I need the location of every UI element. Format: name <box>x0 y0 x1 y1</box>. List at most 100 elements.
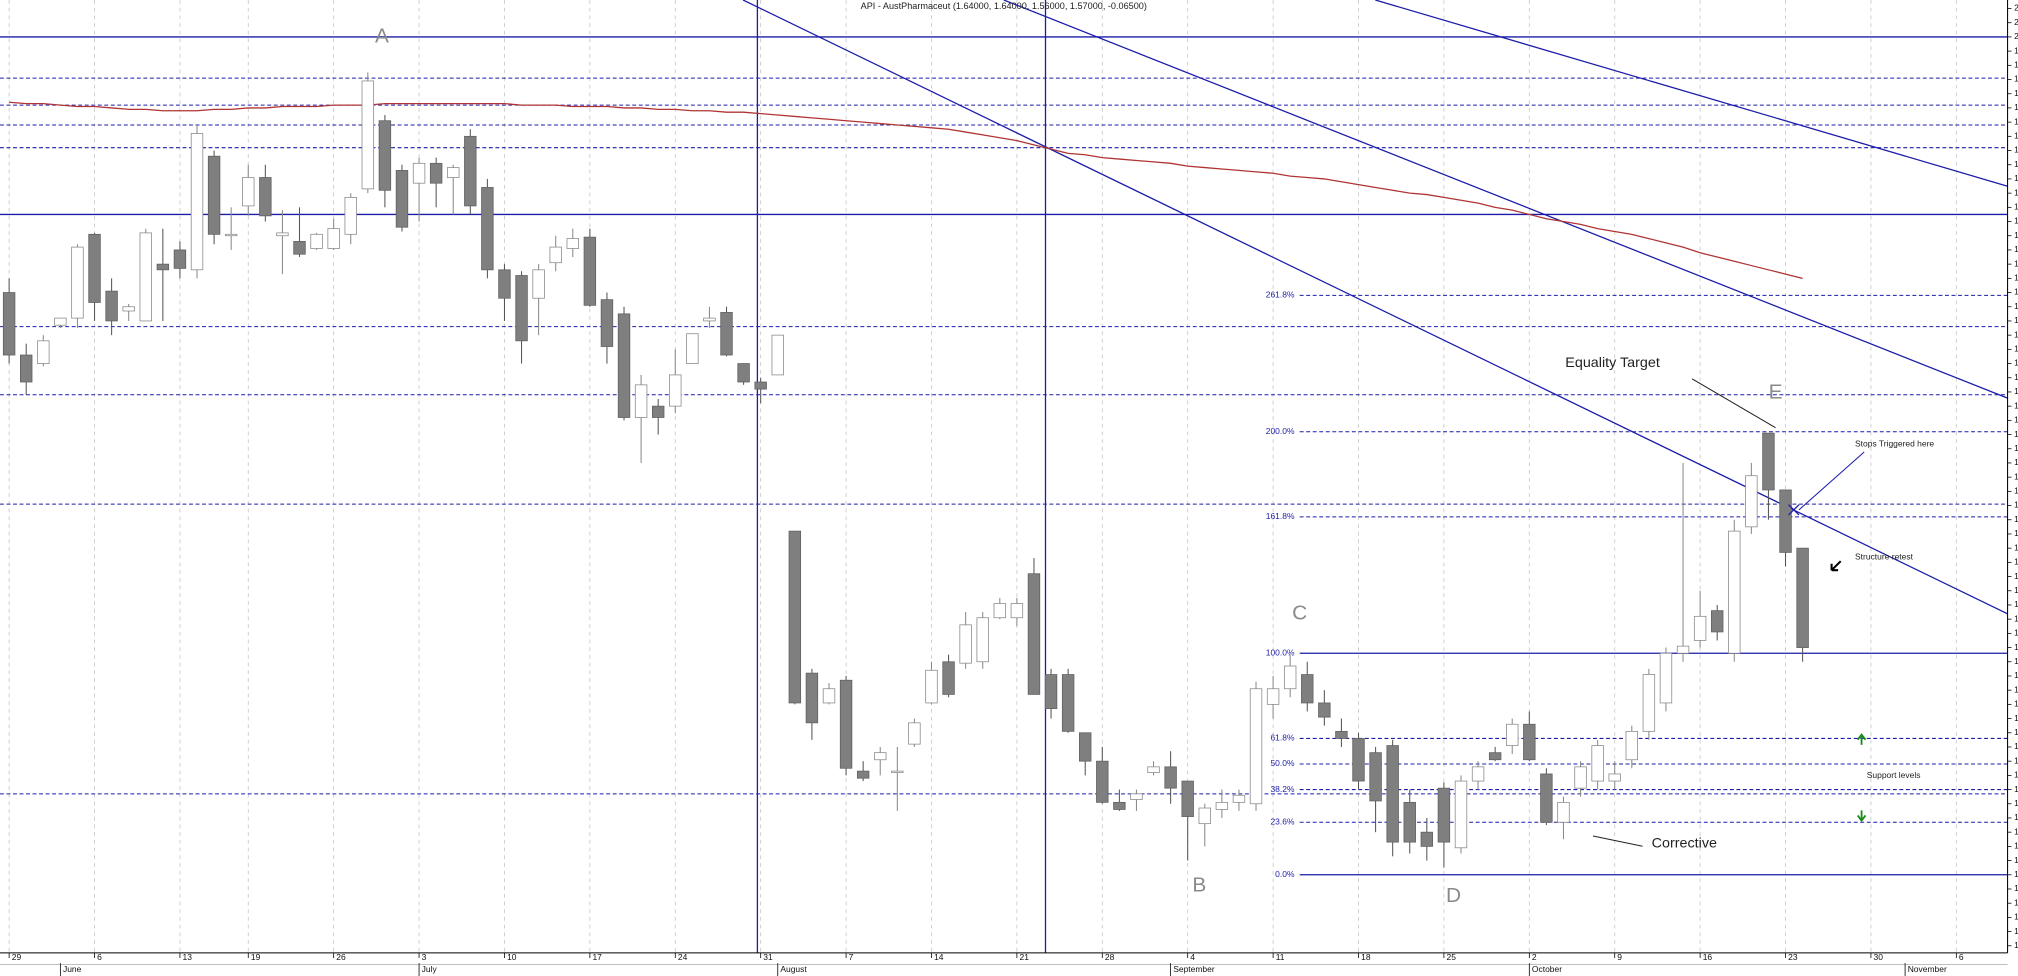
candle-body <box>1198 807 1211 825</box>
candle-body <box>1215 801 1229 810</box>
y-tick-label: 1.87 <box>2014 216 2018 226</box>
y-tick-label: 1.85 <box>2014 244 2018 254</box>
annotation: Support levels <box>1867 770 1921 780</box>
x-tick-label: 23 <box>1788 952 1798 962</box>
x-tick-label: 10 <box>507 952 517 962</box>
y-tick-label: 1.64 <box>2014 542 2018 552</box>
y-tick-label: 1.89 <box>2014 187 2018 197</box>
y-tick-label: 1.95 <box>2014 102 2018 112</box>
moving-average <box>9 101 1803 279</box>
candle-body <box>1301 674 1314 704</box>
y-tick-label: 1.59 <box>2014 613 2018 623</box>
candle-body <box>651 405 665 418</box>
candle-body <box>207 155 221 235</box>
candle-body <box>88 233 101 303</box>
candle-body <box>959 624 972 664</box>
y-tick-label: 1.69 <box>2014 471 2018 481</box>
candle-body <box>1335 730 1348 739</box>
candle-body <box>1625 730 1638 761</box>
candle-body <box>37 340 50 364</box>
candle-body <box>1386 745 1399 843</box>
candle-body <box>1164 766 1177 789</box>
candle-body <box>1454 780 1468 849</box>
y-tick-label: 1.53 <box>2014 699 2018 709</box>
candle-body <box>634 384 648 418</box>
candle-body <box>20 354 33 383</box>
candle-body <box>344 197 357 235</box>
y-tick-label: 2.01 <box>2014 17 2018 27</box>
candle-body <box>1147 766 1160 773</box>
candle-body <box>1711 610 1724 633</box>
y-tick-label: 1.54 <box>2014 684 2018 694</box>
x-tick-label: 30 <box>1874 952 1884 962</box>
y-tick-label: 1.51 <box>2014 727 2018 737</box>
fib-label: 161.8% <box>1266 511 1295 521</box>
y-tick-label: 1.39 <box>2014 897 2018 907</box>
candle-body <box>874 752 887 761</box>
candle-body <box>771 334 784 376</box>
candle-body <box>703 317 716 322</box>
x-tick-label: 9 <box>1617 952 1622 962</box>
candle-body <box>412 162 426 184</box>
y-tick-label: 1.90 <box>2014 173 2018 183</box>
y-tick-label: 1.66 <box>2014 514 2018 524</box>
y-tick-label: 1.74 <box>2014 400 2018 410</box>
y-tick-label: 1.57 <box>2014 642 2018 652</box>
candle-body <box>1249 688 1263 805</box>
candle-body <box>942 661 955 695</box>
candle-body <box>361 80 375 190</box>
candle-body <box>1181 780 1194 817</box>
candle-body <box>532 269 545 299</box>
candle-body <box>1523 723 1536 761</box>
x-tick-label: 13 <box>183 952 193 962</box>
x-tick-label: 18 <box>1361 952 1371 962</box>
candle-body <box>498 269 511 299</box>
candle-body <box>891 770 904 773</box>
candle-body <box>293 241 306 255</box>
y-tick-label: 1.80 <box>2014 315 2018 325</box>
fib-label: 23.6% <box>1270 816 1295 826</box>
candle-body <box>908 722 921 745</box>
y-tick-label: 1.56 <box>2014 656 2018 666</box>
candle-body <box>1642 674 1656 732</box>
candle-body <box>1420 831 1434 847</box>
y-tick-label: 1.49 <box>2014 755 2018 765</box>
x-tick-label: 4 <box>1190 952 1195 962</box>
y-tick-label: 1.43 <box>2014 841 2018 851</box>
candle-body <box>822 688 836 704</box>
x-tick-label: 28 <box>1105 952 1115 962</box>
month-label: October <box>1532 964 1562 974</box>
wave-label: D <box>1446 884 1461 907</box>
y-tick-label: 1.78 <box>2014 344 2018 354</box>
candle-body <box>1745 475 1758 528</box>
candle-body <box>1283 665 1297 690</box>
y-tick-label: 1.62 <box>2014 571 2018 581</box>
y-tick-label: 1.81 <box>2014 301 2018 311</box>
candle-body <box>327 228 340 249</box>
y-tick-label: 1.41 <box>2014 869 2018 879</box>
fib-label: 50.0% <box>1270 758 1295 768</box>
candle-body <box>105 290 118 322</box>
y-tick-label: 1.60 <box>2014 599 2018 609</box>
y-tick-label: 1.52 <box>2014 713 2018 723</box>
candle-body <box>1437 787 1451 843</box>
month-label: August <box>780 964 807 974</box>
wave-label: B <box>1192 874 1206 897</box>
annotation: Corrective <box>1652 836 1717 852</box>
y-tick-label: 1.99 <box>2014 45 2018 55</box>
candle-body <box>925 669 938 704</box>
annotation: Equality Target <box>1565 355 1660 371</box>
candle-body <box>122 306 135 312</box>
y-tick-label: 1.76 <box>2014 372 2018 382</box>
candle-body <box>617 313 631 418</box>
x-tick-label: 16 <box>1703 952 1713 962</box>
x-tick-label: 3 <box>422 952 427 962</box>
y-tick-label: 1.45 <box>2014 812 2018 822</box>
candle-body <box>1079 732 1092 762</box>
series <box>2 72 1809 868</box>
candle-body <box>515 275 528 342</box>
y-tick-label: 1.37 <box>2014 926 2018 936</box>
y-tick-label: 1.68 <box>2014 486 2018 496</box>
